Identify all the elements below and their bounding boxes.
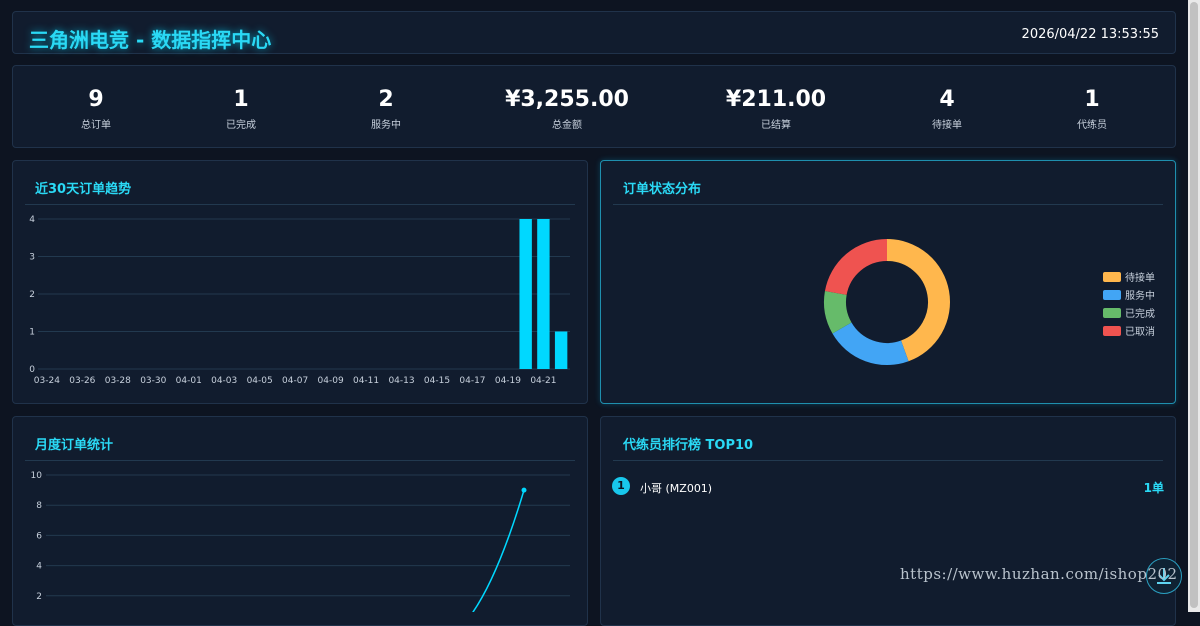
legend-swatch: [1103, 307, 1121, 318]
rank-name: 小哥 (MZ001): [640, 482, 713, 495]
legend-item-serving[interactable]: 服务中: [1103, 287, 1155, 302]
legend-swatch: [1103, 289, 1121, 300]
panel-title: 订单状态分布: [623, 182, 702, 197]
stat-label: 总金额: [552, 120, 582, 131]
stat-boosters: 1 代练员: [1022, 86, 1162, 131]
datetime-display: 2026/04/22 13:53:55: [1021, 27, 1159, 42]
ranking-panel: 代练员排行榜 TOP10: [600, 416, 1176, 626]
stat-value: 1: [1084, 87, 1100, 112]
stat-label: 待接单: [932, 120, 962, 131]
panel-title: 近30天订单趋势: [35, 182, 132, 197]
stat-total-orders: 9 总订单: [26, 86, 166, 131]
stat-settled: ¥211.00 已结算: [706, 86, 846, 131]
divider: [613, 460, 1163, 461]
stat-pending: 4 待接单: [877, 86, 1017, 131]
rank-badge: 1: [612, 477, 630, 495]
stat-label: 总订单: [81, 120, 111, 131]
divider: [613, 204, 1163, 205]
stat-completed: 1 已完成: [171, 86, 311, 131]
stat-in-service: 2 服务中: [316, 86, 456, 131]
divider: [25, 204, 575, 205]
stats-panel: 9 总订单 1 已完成 2 服务中 ¥3,255.00 总金额 ¥211.00 …: [12, 65, 1176, 148]
trend-panel: 近30天订单趋势: [12, 160, 588, 404]
stat-label: 代练员: [1077, 120, 1107, 131]
scrollbar[interactable]: [1188, 0, 1200, 612]
legend-label: 已完成: [1125, 309, 1155, 320]
stat-label: 已完成: [226, 120, 256, 131]
panel-title: 月度订单统计: [35, 438, 114, 453]
stat-value: 9: [88, 87, 104, 112]
watermark-text: https://www.huzhan.com/ishop202: [900, 565, 1178, 583]
scrollbar-thumb[interactable]: [1190, 2, 1198, 608]
monthly-panel: 月度订单统计: [12, 416, 588, 626]
legend-item-done[interactable]: 已完成: [1103, 305, 1155, 320]
legend-label: 已取消: [1125, 327, 1155, 338]
header-bar: 三角洲电竞 - 数据指挥中心 2026/04/22 13:53:55: [12, 11, 1176, 54]
stat-value: ¥3,255.00: [505, 87, 629, 112]
stat-value: 2: [378, 87, 394, 112]
stat-total-amount: ¥3,255.00 总金额: [497, 86, 637, 131]
download-icon: [1157, 568, 1171, 584]
stat-value: 4: [939, 87, 955, 112]
status-panel: 订单状态分布: [600, 160, 1176, 404]
rank-count: 1单: [1143, 481, 1164, 495]
floating-action-button[interactable]: [1146, 558, 1182, 594]
legend-label: 服务中: [1125, 291, 1155, 302]
stat-label: 服务中: [371, 120, 401, 131]
legend-label: 待接单: [1125, 273, 1155, 284]
page-title: 三角洲电竞 - 数据指挥中心: [29, 28, 272, 52]
stat-label: 已结算: [761, 120, 791, 131]
panel-title: 代练员排行榜 TOP10: [623, 438, 754, 453]
divider: [25, 460, 575, 461]
legend-swatch: [1103, 325, 1121, 336]
legend-item-cancelled[interactable]: 已取消: [1103, 323, 1155, 338]
stat-value: ¥211.00: [725, 87, 827, 112]
stat-value: 1: [233, 87, 249, 112]
legend-swatch: [1103, 271, 1121, 282]
legend-item-pending[interactable]: 待接单: [1103, 269, 1155, 284]
